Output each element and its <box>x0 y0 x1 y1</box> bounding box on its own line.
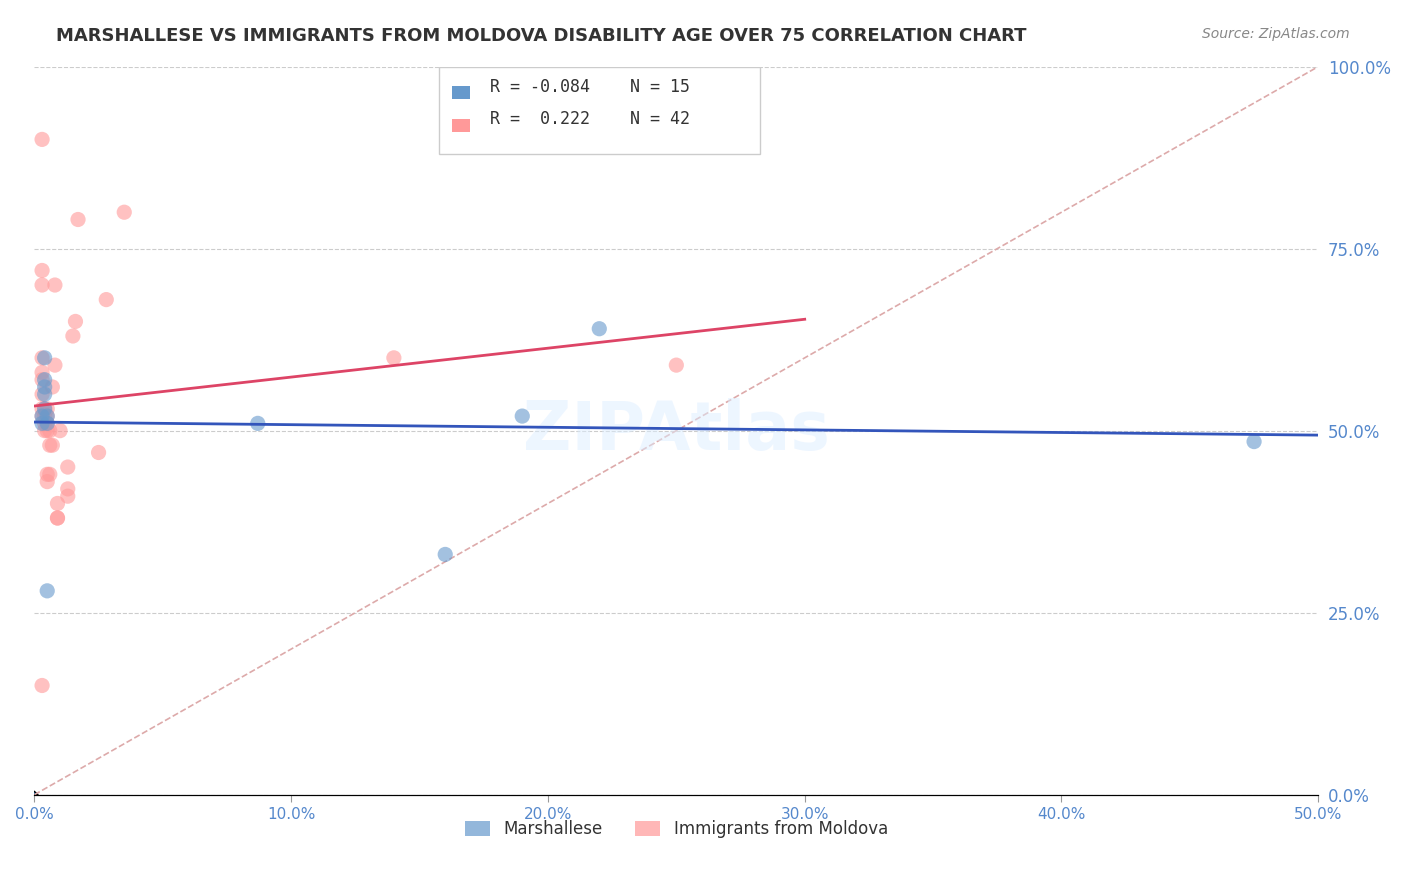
Point <box>34 409 56 423</box>
Point <box>34 380 56 394</box>
Point <box>588 322 610 336</box>
Point <box>112 205 135 219</box>
Point <box>96 293 118 307</box>
Point <box>56 489 79 503</box>
Point <box>66 212 89 227</box>
Point <box>56 460 79 475</box>
Point <box>34 401 56 416</box>
Point <box>31 401 53 416</box>
Point <box>37 417 59 431</box>
Point <box>37 467 59 482</box>
Bar <box>451 119 470 132</box>
Point <box>44 358 66 372</box>
Text: MARSHALLESE VS IMMIGRANTS FROM MOLDOVA DISABILITY AGE OVER 75 CORRELATION CHART: MARSHALLESE VS IMMIGRANTS FROM MOLDOVA D… <box>56 27 1026 45</box>
Point <box>56 482 79 496</box>
Point <box>31 365 53 379</box>
Point <box>62 329 84 343</box>
Point <box>41 438 63 452</box>
Point <box>38 467 60 482</box>
Point <box>34 401 56 416</box>
Point <box>31 409 53 423</box>
Point <box>87 445 110 459</box>
Point <box>510 409 533 423</box>
Point <box>31 278 53 293</box>
Point <box>37 475 59 489</box>
Point <box>31 132 53 146</box>
Point <box>31 263 53 277</box>
Point <box>34 417 56 431</box>
Bar <box>451 87 470 99</box>
Point <box>31 373 53 387</box>
Point <box>34 387 56 401</box>
Point <box>37 424 59 438</box>
Point <box>46 511 69 525</box>
Point <box>34 351 56 365</box>
Point <box>31 678 53 692</box>
Point <box>38 424 60 438</box>
Point <box>31 417 53 431</box>
Point <box>44 278 66 293</box>
Point <box>49 424 72 438</box>
Point <box>65 314 87 328</box>
Text: R =  0.222    N = 42: R = 0.222 N = 42 <box>491 111 690 128</box>
Point <box>34 373 56 387</box>
Point <box>665 358 688 372</box>
Point <box>31 351 53 365</box>
Point <box>1243 434 1265 449</box>
Point <box>382 351 405 365</box>
Point <box>37 409 59 423</box>
Point <box>31 409 53 423</box>
Text: ZIPAtlas: ZIPAtlas <box>523 398 830 464</box>
FancyArrow shape <box>31 791 38 795</box>
Point <box>34 424 56 438</box>
Point <box>46 496 69 510</box>
Point <box>46 511 69 525</box>
Point <box>41 380 63 394</box>
Point <box>38 438 60 452</box>
Point <box>246 417 269 431</box>
Legend: Marshallese, Immigrants from Moldova: Marshallese, Immigrants from Moldova <box>458 814 894 845</box>
Point <box>37 583 59 598</box>
Point <box>37 401 59 416</box>
Point <box>434 548 457 562</box>
Point <box>31 387 53 401</box>
Point <box>37 417 59 431</box>
Point <box>37 409 59 423</box>
Bar <box>439 67 759 154</box>
Text: R = -0.084    N = 15: R = -0.084 N = 15 <box>491 78 690 95</box>
Text: Source: ZipAtlas.com: Source: ZipAtlas.com <box>1202 27 1350 41</box>
